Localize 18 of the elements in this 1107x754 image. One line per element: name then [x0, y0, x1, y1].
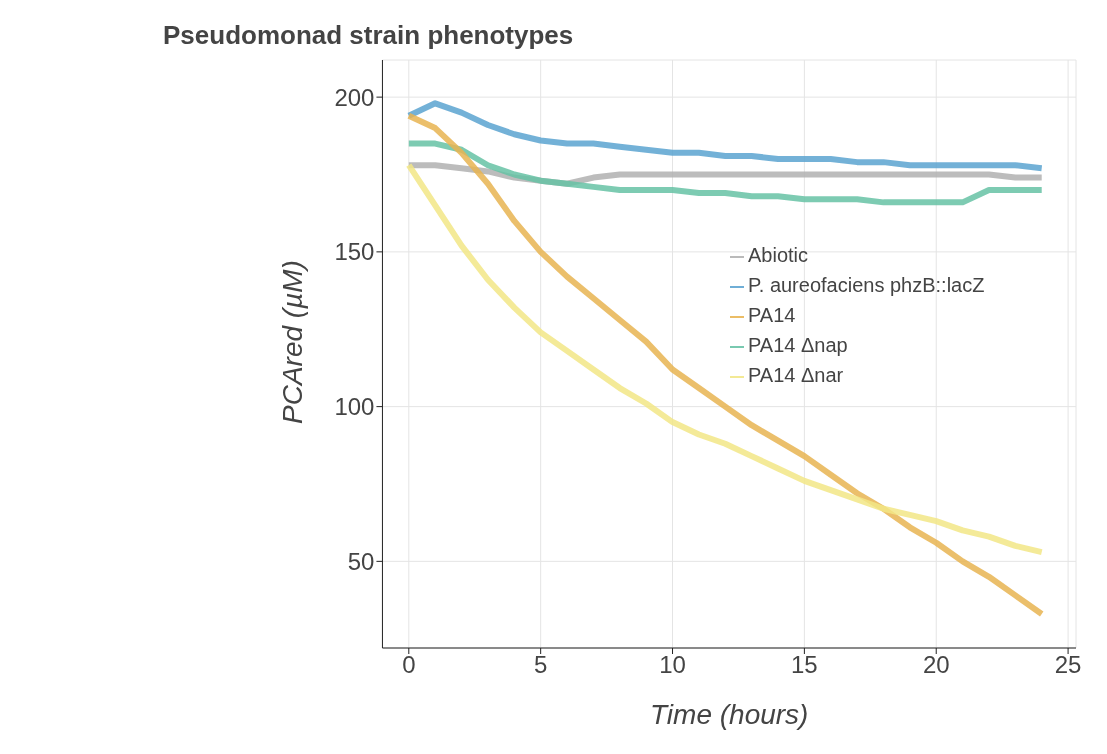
y-axis-title: PCAred (µM) — [277, 260, 309, 424]
legend-label: PA14 Δnar — [748, 364, 844, 386]
x-tick-label: 20 — [922, 651, 950, 679]
chart-title: Pseudomonad strain phenotypes — [163, 20, 574, 51]
legend-label: PA14 Δnap — [748, 334, 848, 356]
x-tick-label: 0 — [402, 651, 416, 679]
y-tick-label: 100 — [334, 393, 375, 421]
legend-label: P. aureofaciens phzB::lacZ — [748, 274, 985, 296]
y-tick-label: 150 — [334, 238, 375, 266]
legend-label: Abiotic — [748, 244, 809, 266]
x-tick-label: 25 — [1054, 651, 1082, 679]
x-tick-label: 5 — [533, 651, 548, 679]
x-tick-label: 15 — [791, 651, 818, 679]
x-axis-title: Time (hours) — [649, 699, 809, 730]
legend-label: PA14 — [748, 304, 796, 326]
y-tick-label: 200 — [334, 83, 375, 111]
x-tick-label: 10 — [659, 651, 686, 679]
y-tick-label: 50 — [347, 547, 375, 575]
